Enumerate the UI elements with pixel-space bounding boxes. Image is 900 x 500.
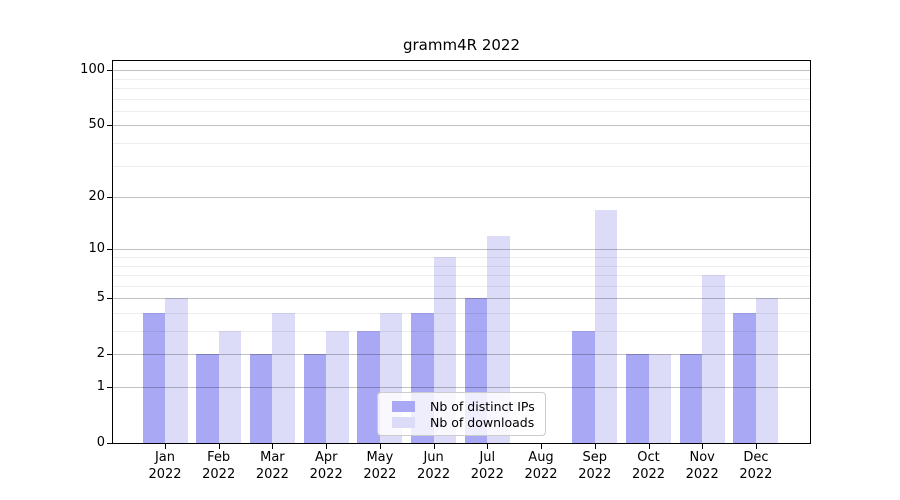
minor-gridline-6 (113, 285, 810, 287)
minor-gridline-60 (113, 110, 810, 112)
chart-title: gramm4R 2022 (402, 36, 520, 54)
x-tick-aug (541, 444, 542, 449)
x-tick-dec (755, 444, 757, 449)
bar-downloads-jul (487, 235, 510, 443)
bar-downloads-apr (326, 331, 349, 443)
legend: Nb of distinct IPs Nb of downloads (377, 392, 546, 436)
y-tick-10 (107, 249, 112, 251)
x-tick-label-nov: Nov 2022 (685, 450, 719, 482)
x-tick-jun (433, 444, 435, 449)
y-tick-1 (107, 387, 112, 388)
major-gridline-10 (113, 249, 810, 251)
bar-distinct-ips-dec (733, 313, 756, 443)
major-gridline-50 (113, 125, 810, 127)
bar-distinct-ips-feb (196, 354, 219, 443)
minor-gridline-9 (113, 257, 810, 258)
bar-distinct-ips-apr (303, 354, 327, 443)
x-tick-label-apr: Apr 2022 (309, 450, 343, 482)
x-tick-mar (272, 444, 274, 449)
bar-distinct-ips-mar (249, 354, 273, 443)
minor-gridline-4 (113, 313, 810, 314)
x-tick-apr (326, 444, 328, 449)
bar-downloads-jan (165, 298, 188, 443)
bar-distinct-ips-may (357, 331, 380, 443)
x-tick-label-feb: Feb 2022 (202, 450, 236, 482)
minor-gridline-40 (113, 142, 810, 144)
y-tick-100 (107, 70, 112, 72)
bar-downloads-nov (702, 275, 725, 443)
minor-gridline-70 (113, 98, 810, 100)
minor-gridline-30 (113, 165, 810, 167)
minor-gridline-7 (113, 275, 810, 276)
y-tick-20 (107, 197, 112, 198)
x-tick-label-aug: Aug 2022 (524, 450, 558, 482)
bar-downloads-feb (218, 331, 242, 443)
bar-downloads-dec (755, 298, 779, 443)
major-gridline-5 (113, 298, 810, 300)
y-tick-5 (107, 298, 112, 300)
x-tick-label-dec: Dec 2022 (739, 450, 773, 482)
legend-item-downloads: Nb of downloads (386, 414, 537, 430)
y-tick-label-100: 100 (80, 62, 105, 78)
x-tick-sep (594, 444, 596, 449)
y-tick-label-0: 0 (96, 435, 105, 450)
x-tick-may (379, 444, 381, 449)
major-gridline-1 (113, 387, 810, 388)
bar-distinct-ips-sep (572, 331, 595, 443)
x-tick-oct (648, 444, 650, 449)
bar-downloads-oct (648, 354, 671, 443)
minor-gridline-90 (113, 78, 810, 80)
x-tick-jul (487, 444, 489, 449)
x-tick-label-jul: Jul 2022 (470, 450, 504, 482)
legend-label-downloads: Nb of downloads (430, 414, 535, 430)
x-tick-label-oct: Oct 2022 (631, 450, 666, 482)
legend-swatch-distinct-ips (392, 400, 415, 412)
x-tick-nov (702, 444, 704, 449)
x-tick-label-jan: Jan 2022 (148, 450, 182, 482)
bar-downloads-sep (594, 209, 618, 443)
legend-item-distinct-ips: Nb of distinct IPs (386, 398, 537, 414)
y-tick-label-1: 1 (96, 379, 105, 394)
major-gridline-100 (113, 70, 810, 72)
y-tick-label-2: 2 (96, 346, 105, 362)
y-tick-label-10: 10 (88, 241, 105, 257)
bar-distinct-ips-oct (626, 354, 649, 443)
y-tick-0 (107, 443, 112, 444)
bar-downloads-mar (272, 313, 295, 443)
y-tick-label-5: 5 (96, 290, 105, 306)
minor-gridline-8 (113, 265, 810, 267)
major-gridline-2 (113, 354, 810, 356)
x-tick-label-may: May 2022 (363, 450, 397, 482)
y-tick-label-50: 50 (88, 117, 105, 133)
y-tick-2 (107, 354, 112, 356)
x-tick-jan (165, 444, 166, 449)
minor-gridline-80 (113, 87, 810, 89)
x-tick-feb (218, 444, 220, 449)
major-gridline-20 (113, 197, 810, 198)
y-tick-label-20: 20 (88, 189, 105, 204)
bar-distinct-ips-jan (142, 313, 165, 443)
legend-label-distinct-ips: Nb of distinct IPs (430, 398, 535, 414)
x-tick-label-sep: Sep 2022 (578, 450, 612, 482)
plot-area (112, 60, 811, 444)
y-tick-50 (107, 125, 112, 127)
minor-gridline-3 (113, 331, 810, 332)
bar-distinct-ips-nov (679, 354, 703, 443)
x-tick-label-mar: Mar 2022 (255, 450, 289, 482)
legend-swatch-downloads (392, 416, 415, 428)
x-tick-label-jun: Jun 2022 (417, 450, 451, 482)
